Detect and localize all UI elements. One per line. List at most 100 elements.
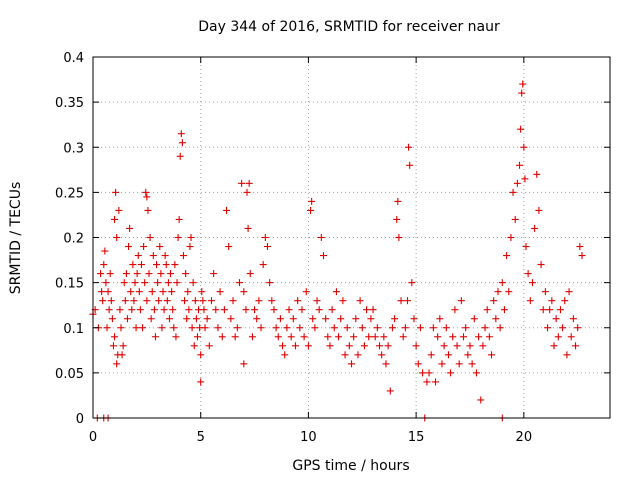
data-point <box>207 297 215 305</box>
data-point <box>287 333 295 341</box>
data-point <box>505 288 513 296</box>
data-point <box>137 261 145 269</box>
data-point <box>101 247 109 255</box>
data-point <box>170 324 178 332</box>
data-point <box>155 297 163 305</box>
data-point <box>143 193 151 201</box>
data-point <box>432 378 440 386</box>
data-point <box>367 315 375 323</box>
data-point <box>158 324 166 332</box>
data-point <box>496 324 504 332</box>
data-point <box>97 270 105 278</box>
data-point <box>199 297 207 305</box>
data-point <box>302 288 310 296</box>
data-point <box>184 288 192 296</box>
y-tick-label: 0.1 <box>63 322 84 337</box>
data-point <box>350 333 358 341</box>
data-point <box>322 315 330 323</box>
data-point <box>164 279 172 287</box>
data-point <box>113 360 121 368</box>
data-point <box>524 270 532 278</box>
data-point <box>546 306 554 314</box>
data-point <box>212 306 220 314</box>
data-point <box>192 315 200 323</box>
data-point <box>272 324 280 332</box>
data-point <box>294 297 302 305</box>
data-point <box>156 243 164 251</box>
data-point <box>380 333 388 341</box>
data-point <box>460 333 468 341</box>
data-point <box>539 306 547 314</box>
data-point <box>559 324 567 332</box>
data-point <box>153 261 161 269</box>
data-point <box>453 342 461 350</box>
data-point <box>197 351 205 359</box>
data-point <box>395 234 403 241</box>
data-point <box>115 206 123 214</box>
data-point <box>457 297 465 305</box>
data-point <box>186 243 194 251</box>
data-point <box>218 333 226 341</box>
data-point <box>404 297 412 305</box>
data-point <box>238 179 246 187</box>
data-point <box>335 333 343 341</box>
data-point <box>307 206 315 214</box>
data-point <box>181 297 189 305</box>
data-point <box>544 324 552 332</box>
y-tick-label: 0.05 <box>55 367 84 382</box>
data-point <box>142 188 150 196</box>
data-point <box>531 224 539 232</box>
data-point <box>167 270 175 278</box>
data-point <box>145 270 153 278</box>
data-point <box>485 333 493 341</box>
data-point <box>410 315 418 323</box>
data-point <box>201 324 209 332</box>
data-point <box>144 206 152 214</box>
data-point <box>203 315 211 323</box>
data-point <box>125 243 133 251</box>
data-point <box>216 288 224 296</box>
data-point <box>109 342 117 350</box>
data-point <box>274 333 282 341</box>
data-point <box>132 324 140 332</box>
data-point <box>210 270 218 278</box>
data-point <box>466 342 474 350</box>
data-point <box>376 342 384 350</box>
data-point <box>365 333 373 341</box>
data-point <box>173 279 181 287</box>
data-point <box>205 342 213 350</box>
data-point <box>148 288 156 296</box>
data-point <box>197 378 205 386</box>
data-point <box>574 324 582 332</box>
data-point <box>251 306 259 314</box>
data-point <box>143 297 151 305</box>
y-tick-label: 0.25 <box>55 186 84 201</box>
data-point <box>223 206 231 214</box>
data-point <box>382 360 390 368</box>
data-point <box>133 270 141 278</box>
data-point <box>179 252 187 260</box>
data-point <box>561 297 569 305</box>
data-point <box>229 297 237 305</box>
data-point <box>104 288 112 296</box>
data-point <box>268 297 276 305</box>
data-point <box>103 324 111 332</box>
data-point <box>348 360 355 368</box>
data-point <box>373 324 381 332</box>
data-point <box>161 252 169 260</box>
data-point <box>309 315 317 323</box>
data-point <box>117 324 125 332</box>
data-point <box>468 360 476 368</box>
x-axis-label: GPS time / hours <box>292 458 409 474</box>
data-point <box>198 288 206 296</box>
data-point <box>105 306 113 314</box>
data-point <box>243 188 251 196</box>
data-point <box>324 333 332 341</box>
data-point <box>360 342 368 350</box>
data-point <box>490 297 498 305</box>
data-point <box>438 360 446 368</box>
data-point <box>567 333 575 341</box>
data-point <box>406 161 414 169</box>
data-point <box>522 243 530 251</box>
